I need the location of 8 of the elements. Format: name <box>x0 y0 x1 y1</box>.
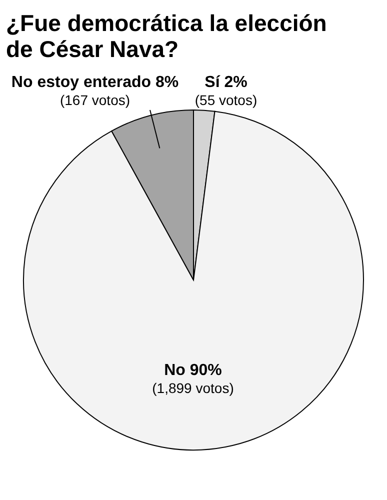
chart-title: ¿Fue democrática la elección de César Nava? <box>6 10 327 62</box>
pie-slice <box>23 110 364 450</box>
text: (1,899 votos) <box>152 380 234 396</box>
text: (55 votos) <box>194 92 258 108</box>
slice-label: Sí 2% <box>204 74 248 91</box>
slice-label: No 90% <box>164 362 222 379</box>
slice-label: No estoy enterado 8% <box>11 74 179 91</box>
text: (167 votos) <box>60 92 130 108</box>
